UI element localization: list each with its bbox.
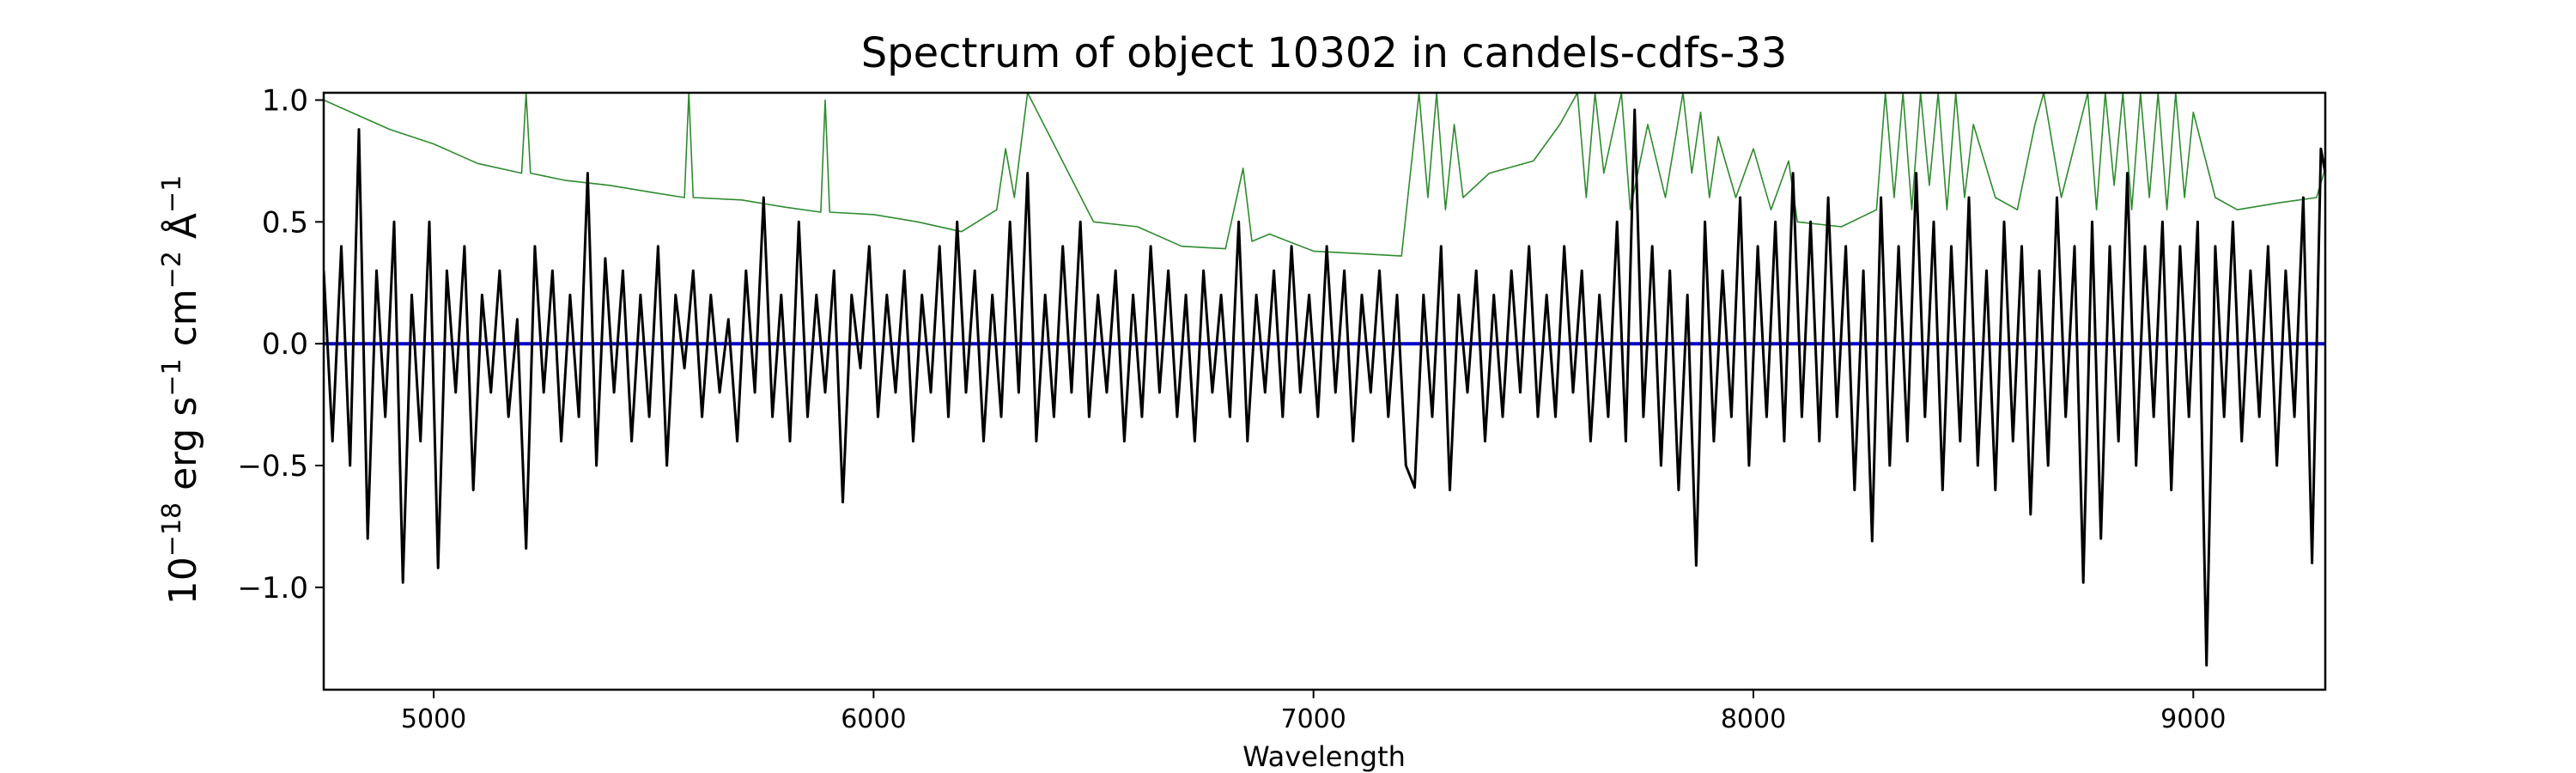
x-tick-label: 7000: [1281, 704, 1346, 734]
x-tick-label: 9000: [2160, 704, 2226, 734]
x-tick-label: 8000: [1721, 704, 1786, 734]
plot-frame: [322, 91, 2327, 691]
y-label-exp-d: −1: [157, 175, 187, 213]
y-label-unit-b: cm: [161, 289, 205, 358]
y-tick-label: −1.0: [237, 571, 308, 606]
x-axis-label: Wavelength: [1242, 740, 1406, 773]
y-label-unit-a: erg s: [161, 397, 205, 502]
y-label-unit-c: Å: [160, 213, 205, 251]
y-label-exp-a: −18: [157, 502, 187, 557]
chart-title: Spectrum of object 10302 in candels-cdfs…: [861, 29, 1788, 77]
series-line-error: [324, 93, 2325, 257]
y-tick-label: −0.5: [237, 449, 308, 484]
y-tick-label: 0.5: [262, 205, 308, 240]
y-axis-label: 10−18 erg s−1 cm−2 Å−1: [157, 175, 205, 605]
x-tick-label: 5000: [401, 704, 466, 734]
y-tick-label: 0.0: [262, 327, 308, 362]
ticks-layer: 5000 6000 7000 8000 9000 1.0 0.5 0.0 −0.5 −1.0: [237, 84, 2226, 734]
y-label-exp-b: −1: [157, 358, 187, 396]
y-tick-label: 1.0: [262, 84, 308, 119]
y-label-base: 10: [161, 557, 205, 605]
x-tick-label: 6000: [841, 704, 906, 734]
y-label-exp-c: −2: [157, 251, 187, 289]
series-layer: [324, 93, 2325, 667]
series-line-flux: [324, 108, 2325, 667]
